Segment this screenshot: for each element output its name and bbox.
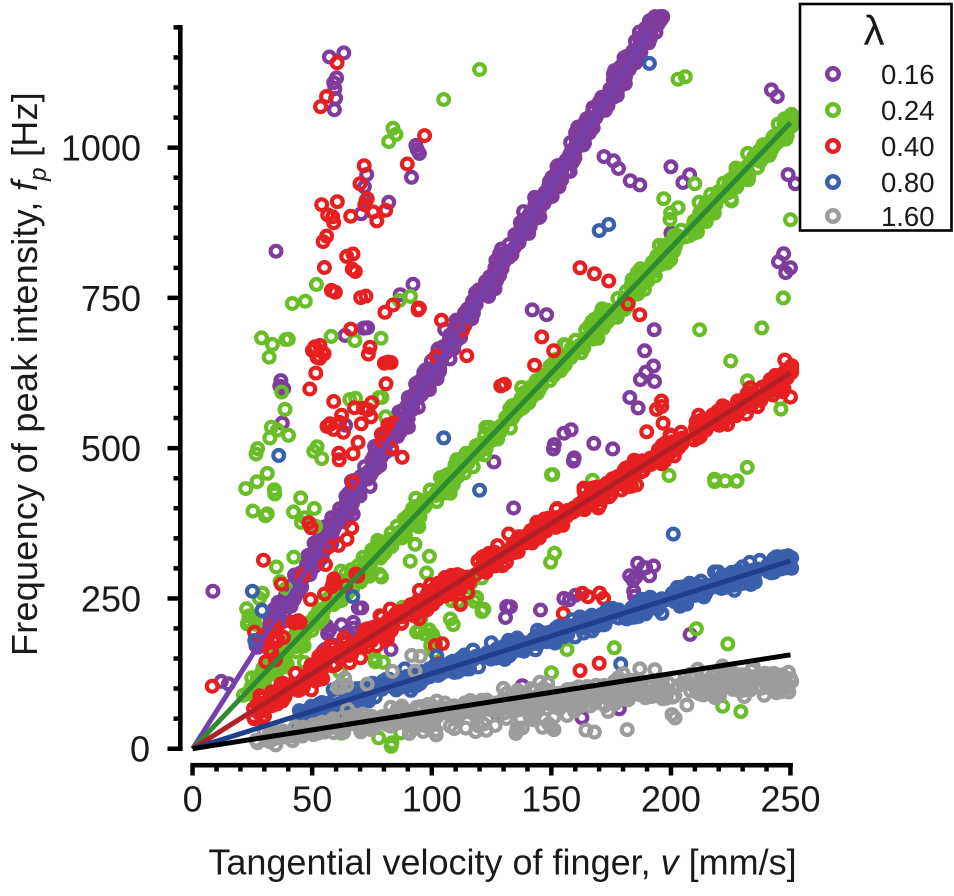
svg-text:250: 250 [760,779,820,820]
svg-text:500: 500 [81,428,141,469]
svg-text:Frequency of peak intensity, f: Frequency of peak intensity, fp [Hz] [4,92,52,656]
svg-text:0.16: 0.16 [881,59,935,90]
svg-text:250: 250 [81,578,141,619]
svg-text:50: 50 [292,779,332,820]
svg-text:750: 750 [81,278,141,319]
svg-text:Tangential velocity of finger,: Tangential velocity of finger, v [mm/s] [208,842,796,883]
svg-text:0.40: 0.40 [881,131,935,162]
svg-text:1.60: 1.60 [881,201,935,232]
svg-text:0.80: 0.80 [881,167,935,198]
svg-text:150: 150 [521,779,581,820]
svg-text:0.24: 0.24 [881,95,935,126]
svg-text:1000: 1000 [61,128,141,169]
svg-text:200: 200 [641,779,701,820]
svg-text:0: 0 [183,779,203,820]
svg-text:100: 100 [402,779,462,820]
svg-text:0: 0 [130,729,150,770]
svg-text:λ: λ [864,7,885,54]
